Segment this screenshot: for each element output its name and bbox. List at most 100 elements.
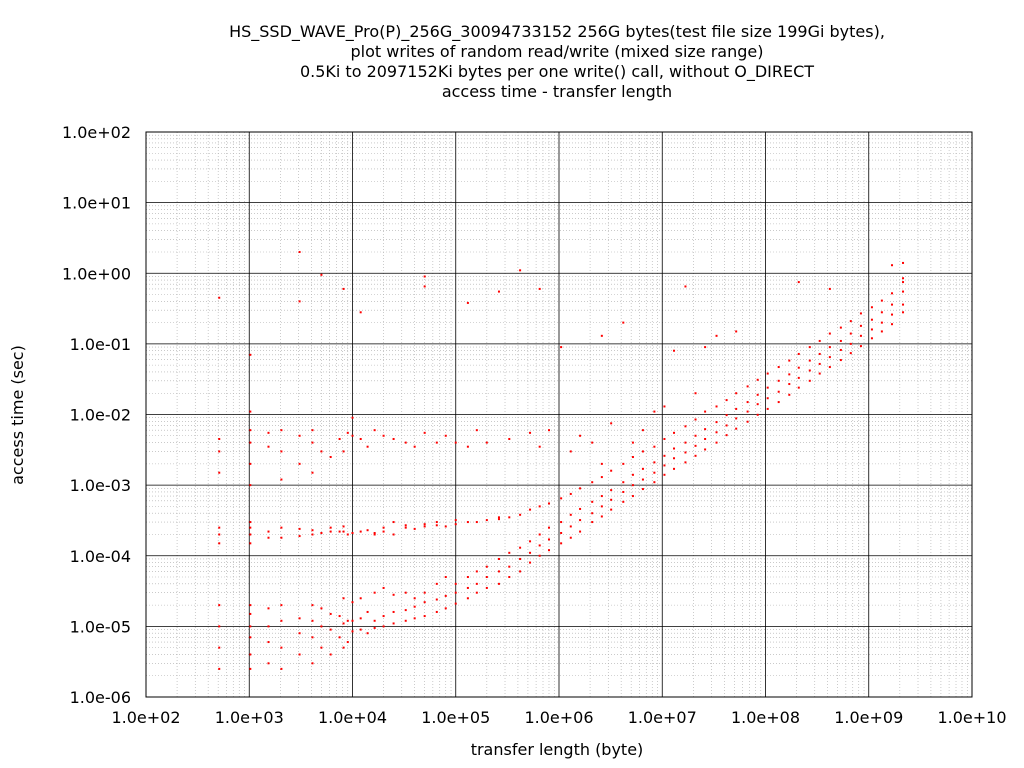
data-point — [497, 570, 500, 573]
data-point — [622, 462, 625, 465]
data-point — [849, 342, 852, 345]
data-point — [828, 346, 831, 349]
data-point — [298, 632, 301, 635]
data-point — [622, 481, 625, 484]
data-point — [673, 457, 676, 460]
data-point — [311, 636, 314, 639]
major-grid — [145, 131, 973, 698]
data-point — [342, 450, 345, 453]
data-point — [298, 535, 301, 538]
data-point — [485, 519, 488, 522]
data-point — [329, 526, 332, 529]
data-point — [311, 471, 314, 474]
data-point — [373, 533, 376, 536]
data-point — [591, 500, 594, 503]
data-point — [902, 303, 905, 306]
data-point — [280, 619, 283, 622]
data-point — [423, 285, 426, 288]
data-point — [423, 601, 426, 604]
data-point — [423, 523, 426, 526]
data-point — [249, 410, 252, 413]
data-point — [600, 334, 603, 337]
data-point — [320, 646, 323, 649]
data-point — [497, 518, 500, 521]
data-point — [435, 598, 438, 601]
data-point — [828, 366, 831, 369]
data-point — [280, 604, 283, 607]
data-point — [756, 393, 759, 396]
data-point — [569, 450, 572, 453]
data-point — [373, 626, 376, 629]
data-point — [329, 653, 332, 656]
data-point — [435, 521, 438, 524]
data-point — [382, 530, 385, 533]
data-point — [497, 557, 500, 560]
data-point — [338, 615, 341, 618]
data-point — [423, 591, 426, 594]
data-point — [311, 529, 314, 532]
data-point — [818, 362, 821, 365]
data-point — [579, 487, 582, 490]
data-point — [694, 418, 697, 421]
y-tick-label: 1.0e+01 — [62, 194, 131, 213]
data-point — [329, 456, 332, 459]
data-point — [466, 521, 469, 524]
data-point — [673, 447, 676, 450]
data-point — [338, 437, 341, 440]
data-point — [413, 617, 416, 620]
data-point — [382, 615, 385, 618]
data-point — [600, 476, 603, 479]
data-point — [298, 617, 301, 620]
data-point — [329, 530, 332, 533]
y-tick-label: 1.0e+00 — [62, 264, 131, 283]
data-point — [631, 473, 634, 476]
data-point — [320, 625, 323, 628]
data-point — [788, 373, 791, 376]
data-point — [392, 610, 395, 613]
data-point — [373, 531, 376, 534]
data-point — [818, 352, 821, 355]
data-point — [663, 454, 666, 457]
x-tick-label: 1.0e+08 — [731, 708, 800, 727]
data-point — [497, 516, 500, 519]
data-point — [392, 437, 395, 440]
data-point — [684, 461, 687, 464]
data-point — [547, 538, 550, 541]
data-point — [351, 630, 354, 633]
data-point — [280, 478, 283, 481]
data-point — [454, 582, 457, 585]
data-point — [444, 434, 447, 437]
data-point — [641, 467, 644, 470]
data-point — [280, 536, 283, 539]
data-points — [218, 250, 905, 670]
data-point — [715, 421, 718, 424]
data-point — [280, 526, 283, 529]
data-point — [475, 591, 478, 594]
data-point — [329, 612, 332, 615]
data-point — [519, 513, 522, 516]
data-point — [218, 625, 221, 628]
data-point — [600, 462, 603, 465]
data-point — [249, 526, 252, 529]
data-point — [366, 445, 369, 448]
data-point — [684, 285, 687, 288]
data-point — [725, 424, 728, 427]
data-point — [267, 445, 270, 448]
data-point — [610, 508, 613, 511]
data-point — [880, 311, 883, 314]
data-point — [529, 540, 532, 543]
data-point — [373, 429, 376, 432]
data-point — [891, 292, 894, 295]
data-point — [725, 434, 728, 437]
data-point — [641, 429, 644, 432]
data-point — [519, 557, 522, 560]
data-point — [560, 542, 563, 545]
data-point — [311, 533, 314, 536]
data-point — [218, 604, 221, 607]
data-point — [538, 445, 541, 448]
data-point — [529, 551, 532, 554]
data-point — [298, 462, 301, 465]
data-point — [715, 441, 718, 444]
y-tick-label: 1.0e-06 — [70, 688, 131, 707]
data-point — [351, 416, 354, 419]
